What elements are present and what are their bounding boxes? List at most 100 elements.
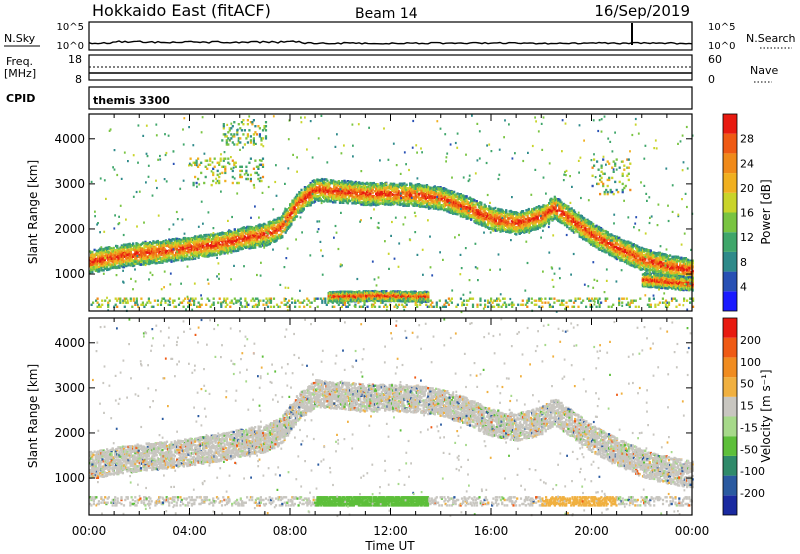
data-cell [210, 245, 212, 247]
data-cell [209, 236, 211, 238]
data-cell [186, 254, 188, 256]
data-cell [159, 257, 161, 259]
data-cell [242, 248, 244, 250]
radar-plot: Hokkaido East (fitACF) Beam 14 16/Sep/20… [0, 0, 800, 554]
nave-label: Nave [750, 64, 778, 77]
data-cell [244, 236, 246, 238]
data-cell [443, 190, 445, 192]
data-cell [446, 210, 448, 212]
data-cell [296, 215, 298, 217]
data-cell [108, 260, 110, 262]
data-cell [336, 187, 338, 189]
data-cell [321, 200, 323, 202]
data-cell [372, 192, 374, 194]
data-cell [388, 204, 390, 206]
data-cell [254, 246, 256, 248]
cpid-label: CPID [6, 92, 35, 105]
freq-tick-low: 8 [75, 73, 82, 86]
data-cell [393, 190, 395, 192]
data-cell [189, 256, 191, 258]
data-cell [476, 200, 478, 202]
data-cell [442, 200, 444, 202]
data-cell [263, 232, 265, 234]
data-cell [437, 206, 439, 208]
data-cell [295, 213, 297, 215]
freq-tick-high: 18 [68, 53, 82, 66]
data-cell [463, 198, 465, 200]
data-cell [462, 207, 464, 209]
data-cell [103, 251, 105, 253]
data-cell [323, 200, 325, 202]
data-cell [440, 187, 442, 189]
data-cell [337, 184, 339, 186]
data-cell [276, 232, 278, 234]
freq-panel: Freq. [MHz] 18 8 60 0 Nave [4, 53, 778, 86]
data-cell [169, 253, 171, 255]
data-cell [303, 204, 305, 206]
data-cell [94, 249, 96, 251]
data-cell [332, 188, 334, 190]
data-cell [464, 203, 466, 205]
cpid-frame [89, 87, 692, 109]
data-cell [97, 252, 99, 254]
data-cell [373, 182, 375, 184]
data-cell [466, 195, 468, 197]
data-cell [473, 199, 475, 201]
data-cell [149, 241, 151, 243]
data-cell [235, 236, 237, 238]
data-cell [153, 241, 155, 243]
data-cell [140, 264, 142, 266]
data-cell [457, 192, 459, 194]
data-cell [342, 201, 344, 203]
radar-svg: Hokkaido East (fitACF) Beam 14 16/Sep/20… [0, 0, 800, 554]
data-cell [403, 182, 405, 184]
data-cell [402, 192, 404, 194]
data-cell [453, 191, 455, 193]
beam-label: Beam 14 [355, 6, 418, 22]
data-cell [369, 187, 371, 189]
nsearch-label: N.Search [746, 32, 796, 45]
data-cell [166, 255, 168, 257]
nave-tick-low: 0 [708, 73, 715, 86]
data-cell [408, 204, 410, 206]
nsky-label: N.Sky [4, 32, 36, 45]
data-cell [192, 246, 194, 248]
data-cell [460, 215, 462, 217]
data-cell [435, 193, 437, 195]
data-cell [334, 201, 336, 203]
data-cell [311, 201, 313, 203]
data-cell [109, 263, 111, 265]
data-cell [100, 265, 102, 267]
data-cell [134, 261, 136, 263]
data-cell [470, 210, 472, 212]
data-cell [363, 192, 365, 194]
data-cell [206, 235, 208, 237]
data-cell [349, 200, 351, 202]
data-cell [196, 248, 198, 250]
data-cell [157, 240, 159, 242]
data-cell [158, 254, 160, 256]
data-cell [161, 251, 163, 253]
data-cell [172, 251, 174, 253]
data-cell [116, 262, 118, 264]
data-cell [242, 232, 244, 234]
data-cell [151, 261, 153, 263]
data-cell [286, 224, 288, 226]
data-cell [310, 196, 312, 198]
data-cell [300, 189, 302, 191]
data-cell [453, 197, 455, 199]
data-cell [294, 208, 296, 210]
data-cell [179, 242, 181, 244]
data-cell [173, 238, 175, 240]
data-cell [194, 258, 196, 260]
data-cell [203, 246, 205, 248]
data-cell [273, 224, 275, 226]
nsearch-tick-high: 10^5 [708, 22, 735, 33]
data-cell [164, 255, 166, 257]
nsky-trace [89, 41, 692, 44]
data-cell [163, 240, 165, 242]
data-cell [294, 218, 296, 220]
nsky-frame [89, 22, 692, 50]
data-cell [118, 267, 120, 269]
